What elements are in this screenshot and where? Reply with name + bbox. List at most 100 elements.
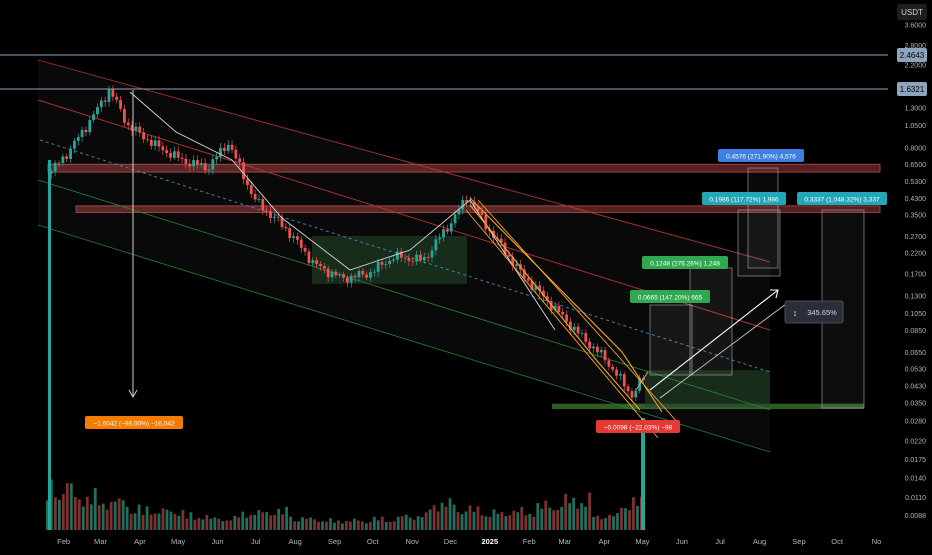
volume-bar xyxy=(380,516,384,530)
volume-bar xyxy=(496,513,500,530)
candle-body xyxy=(634,390,638,398)
candle-body xyxy=(211,159,215,170)
currency-badge[interactable] xyxy=(897,4,927,20)
candle-body xyxy=(196,160,199,165)
volume-bar xyxy=(520,506,524,530)
price-tick: 0.1300 xyxy=(905,293,927,300)
candle-body xyxy=(149,139,153,146)
price-tick: 2.8000 xyxy=(905,43,927,50)
target-annotations[interactable]: 0.4576 (271.90%) 4,576 0.1986 (117.72%) … xyxy=(630,149,887,303)
volume-bar xyxy=(69,483,73,530)
candle-body xyxy=(549,300,553,311)
target-box-1 xyxy=(718,149,804,162)
price-tick: 0.3500 xyxy=(905,213,927,220)
price-tick: 3.6000 xyxy=(905,23,927,30)
volume-bar xyxy=(368,522,372,530)
recent-drop-label: −0.0098 (−22.03%) −98 xyxy=(604,425,673,432)
volume-bar xyxy=(209,518,213,530)
candle-body xyxy=(319,263,322,267)
candle-body xyxy=(303,247,307,252)
drop-annotation[interactable]: −1.6042 (−98.00%) −16,042 xyxy=(85,416,183,429)
volume-bar xyxy=(149,514,153,530)
candle-body xyxy=(630,391,634,398)
candle-body xyxy=(215,156,219,160)
volume-bar xyxy=(305,518,308,530)
candle-body xyxy=(99,100,103,108)
launch-candle xyxy=(48,160,51,530)
candle-body xyxy=(246,179,249,186)
target-label-1: 0.4576 (271.90%) 4,576 xyxy=(726,154,796,161)
candle-body xyxy=(207,169,211,171)
candle-body xyxy=(53,162,57,172)
candle-body xyxy=(545,296,549,301)
candle-body xyxy=(111,89,115,97)
price-tick: 0.0850 xyxy=(905,328,927,335)
target-range-3 xyxy=(737,209,781,277)
volume-bar xyxy=(137,504,141,530)
volume-bar xyxy=(237,517,241,530)
candle-body xyxy=(380,261,384,265)
candle-body xyxy=(457,209,461,215)
candle-body xyxy=(557,305,561,313)
recent-drop-annotation[interactable]: −0.0098 (−22.03%) −98 xyxy=(596,420,680,433)
price-axis[interactable]: USDT 3.60002.80002.20001.68001.30001.050… xyxy=(890,0,932,530)
volume-bar xyxy=(205,514,209,530)
volume-bar xyxy=(420,517,424,530)
time-tick: Sep xyxy=(328,537,341,546)
volume-bar xyxy=(624,508,627,530)
candle-body xyxy=(184,158,188,164)
candle-body xyxy=(415,254,419,262)
candle-body xyxy=(257,199,261,200)
volume-bar xyxy=(65,483,69,530)
volume-bar xyxy=(620,507,623,530)
price-badge-1 xyxy=(897,48,927,62)
time-tick: Aug xyxy=(753,537,766,546)
volume-bar xyxy=(181,509,185,530)
candle-body xyxy=(384,263,388,265)
volume-bar xyxy=(49,479,53,530)
volume-bar xyxy=(348,521,352,530)
candle-body xyxy=(315,260,319,264)
price-tick: 2.2000 xyxy=(905,63,927,70)
candle-body xyxy=(88,120,92,133)
candle-body xyxy=(172,151,176,158)
price-tick: 0.0220 xyxy=(905,438,927,445)
time-tick: Apr xyxy=(134,537,146,546)
candle-body xyxy=(157,140,161,147)
candle-body xyxy=(580,333,584,334)
price-tick: 0.4300 xyxy=(905,196,927,203)
candle-body xyxy=(280,217,284,228)
volume-bar xyxy=(408,517,412,530)
drawing-line xyxy=(129,91,556,331)
candle-body xyxy=(234,149,238,159)
volume-bar xyxy=(508,515,512,530)
volume-bar xyxy=(217,518,221,530)
channel-line xyxy=(39,139,771,373)
price-axis-bg xyxy=(890,0,932,530)
candle-body xyxy=(369,272,372,278)
candle-body xyxy=(357,270,361,278)
candle-body xyxy=(49,171,53,174)
volume-bar xyxy=(341,523,344,530)
volume-bar xyxy=(321,521,324,530)
volume-bar xyxy=(456,512,460,530)
candle-body xyxy=(61,156,65,163)
candle-body xyxy=(469,201,472,203)
gain-box[interactable]: ↕ 345.65% xyxy=(784,300,844,324)
volume-bar xyxy=(504,516,508,530)
time-tick: Feb xyxy=(523,537,536,546)
price-tick: 0.0175 xyxy=(905,457,927,464)
volume-bar xyxy=(249,515,253,530)
drop-label-box xyxy=(85,416,183,429)
drawing-line xyxy=(469,197,663,413)
price-tick: 0.0530 xyxy=(905,367,927,374)
candle-body xyxy=(530,280,534,290)
volume-bar xyxy=(540,508,544,530)
volume-bar xyxy=(269,515,273,530)
time-axis[interactable]: Feb Mar Apr May Jun Jul Aug Sep Oct Nov Dec 2025 Feb… xyxy=(0,531,932,550)
candle-body xyxy=(126,122,130,126)
candle-body xyxy=(607,360,611,367)
time-tick: Mar xyxy=(558,537,571,546)
